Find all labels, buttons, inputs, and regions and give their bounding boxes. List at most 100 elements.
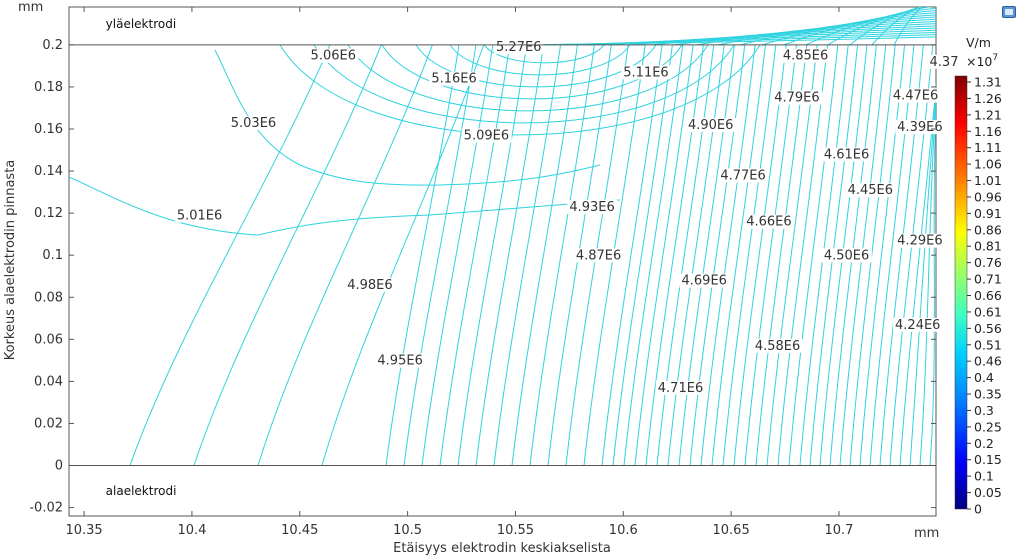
colorbar-scale: ×107 [966, 53, 998, 69]
colorbar-scale-exponent: 7 [992, 53, 998, 63]
contour-label: 4.50E6 [821, 248, 872, 263]
contour-line [805, 7, 936, 46]
colorbar-tick-label: 0.4 [974, 370, 994, 385]
x-tick-label: 10.65 [713, 523, 750, 538]
colorbar-tick-label: 1.06 [974, 157, 1002, 172]
colorbar-tick-label: 0 [974, 502, 982, 517]
contour-label-text: 4.87E6 [576, 248, 621, 263]
contour-label-bg [429, 71, 480, 86]
contour-line [257, 44, 433, 466]
contour-label-bg [461, 128, 512, 143]
contour-label-text: 5.27E6 [496, 40, 541, 55]
contour-label-bg [752, 338, 803, 353]
contour-label: 5.11E6 [621, 65, 672, 80]
contour-line [689, 44, 746, 466]
contour-line [483, 44, 605, 64]
contour-label: 4.79E6 [772, 90, 823, 106]
x-axis-title: Etäisyys elektrodin keskiakselista [393, 541, 611, 556]
contour-label-bg [567, 200, 618, 215]
contour-label: 4.45E6 [845, 183, 896, 198]
y-tick-label: 0.04 [34, 374, 63, 389]
colorbar-tick-label: 0.61 [974, 304, 1002, 319]
contour-line [415, 44, 657, 88]
contour-label-text: 5.11E6 [623, 65, 668, 80]
contour-line [385, 44, 460, 466]
colorbar-tick-label: 1.11 [974, 140, 1002, 155]
contour-labels: 5.06E6 5.27E6 4.85E6 5.11E6 5.16E6 4.79E6 4.47… [174, 40, 962, 396]
contour-label-text: 4.93E6 [569, 200, 614, 215]
contour-label-bg [655, 380, 706, 395]
contour-label-bg [821, 248, 872, 263]
contour-label: 5.27E6 [494, 40, 545, 55]
contour-line [722, 44, 777, 466]
contour-lines [69, 7, 936, 466]
electrode-boundaries [69, 44, 936, 467]
contour-label-bg [679, 273, 730, 288]
contour-line [645, 44, 704, 466]
colorbar-tick-label: 0.86 [974, 222, 1002, 237]
y-tick-label: 0.18 [34, 80, 63, 95]
contour-label-text: 4.37 [930, 55, 959, 70]
contour-label-text: 4.90E6 [688, 118, 733, 133]
colorbar-tick-label: 0.35 [974, 387, 1002, 402]
contour-label-bg [621, 65, 672, 80]
contour-line [711, 44, 766, 466]
y-tick-label: 0.12 [34, 206, 63, 221]
x-tick-label: 10.4 [177, 523, 206, 538]
colorbar-ticks: 1.311.261.21 1.161.11 1.061.010.96 0.910.86… [967, 75, 1002, 517]
contour-line [421, 44, 494, 466]
y-tick-label: 0.02 [34, 416, 63, 431]
contour-line [656, 44, 715, 466]
contour-label-text: 4.66E6 [746, 215, 791, 230]
contour-line [129, 44, 331, 466]
x-axis-ticks: 10.35 10.4 10.45 10.5 10.55 10.6 10.65 10.7 [65, 7, 853, 538]
colorbar-tick-label: 0.2 [974, 436, 994, 451]
contour-label: 4.61E6 [821, 147, 872, 162]
colorbar-tick-label: 0.71 [974, 272, 1002, 287]
contour-label-bg [780, 48, 831, 63]
contour-label: 4.69E6 [679, 273, 730, 289]
y-unit-label: mm [18, 0, 43, 15]
contour-label-bg [228, 115, 279, 130]
contour-line [347, 44, 709, 112]
contour-label: 4.77E6 [718, 168, 769, 183]
y-tick-label: 0 [55, 459, 63, 474]
contour-line [612, 44, 673, 466]
contour-label-bg [494, 40, 545, 55]
contour-label: 4.87E6 [573, 248, 624, 263]
contour-line [69, 176, 621, 236]
y-tick-label: 0.06 [34, 332, 63, 347]
contour-label-bg [772, 90, 823, 105]
contour-line [457, 44, 528, 466]
contour-label: 5.01E6 [174, 208, 225, 223]
contour-line [449, 44, 631, 76]
contour-line [667, 44, 725, 466]
contour-line [827, 7, 933, 46]
contour-label: 5.03E6 [228, 115, 279, 131]
contour-label-text: 4.47E6 [893, 89, 938, 104]
x-unit-label: mm [914, 526, 939, 541]
y-tick-label: 0.1 [42, 248, 63, 263]
contour-label-text: 4.45E6 [848, 183, 893, 198]
region-label-upper: yläelektrodi [106, 17, 177, 31]
contour-label: 4.98E6 [345, 277, 396, 293]
contour-line [871, 7, 921, 46]
contour-label-text: 4.69E6 [682, 274, 727, 289]
contour-label-bg [375, 353, 426, 368]
contour-label: 5.09E6 [461, 128, 512, 144]
contour-label-bg [927, 54, 962, 69]
contour-line [788, 44, 839, 466]
contour-label-bg [893, 317, 944, 332]
contour-label: 4.66E6 [744, 214, 795, 230]
contour-line [279, 44, 761, 136]
colorbar-tick-label: 1.31 [974, 75, 1002, 90]
contour-label: 4.39E6 [895, 120, 946, 135]
contour-line [403, 44, 477, 466]
colorbar-tick-label: 0.25 [974, 419, 1002, 434]
y-tick-label: 0.08 [34, 290, 63, 305]
contour-label-bg [895, 233, 946, 248]
contour-label: 4.85E6 [780, 48, 831, 64]
window-corner-icon[interactable] [1002, 6, 1016, 18]
plot-frame [68, 6, 937, 517]
y-tick-label: 0.14 [34, 164, 63, 179]
